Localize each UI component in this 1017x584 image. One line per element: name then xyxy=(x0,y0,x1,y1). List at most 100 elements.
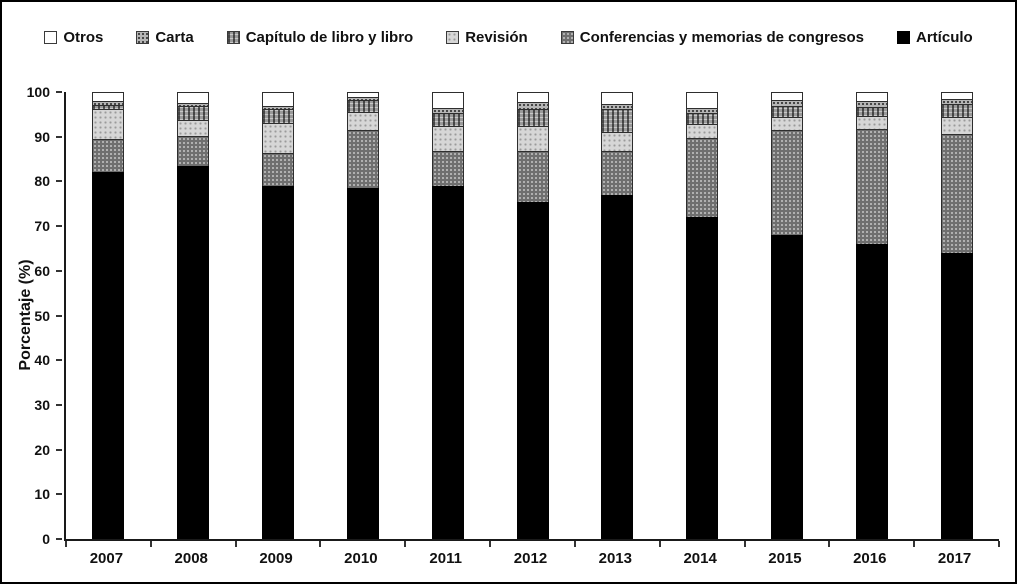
x-tick-mark xyxy=(573,541,576,547)
y-tick-mark xyxy=(56,448,62,451)
stacked-bar-2012 xyxy=(516,92,549,539)
y-tick-label: 20 xyxy=(34,441,50,458)
bar-segment xyxy=(262,109,295,123)
bar-segment xyxy=(601,150,634,195)
legend-swatch-icon xyxy=(446,30,460,44)
bar-segment xyxy=(516,201,549,539)
bar-segment xyxy=(346,188,379,539)
legend-item: Conferencias y memorias de congresos xyxy=(560,29,864,46)
bar-segment xyxy=(431,92,464,108)
bar-segment xyxy=(262,92,295,107)
bar-segment xyxy=(940,92,973,99)
bar-segment xyxy=(940,133,973,253)
bar-segment xyxy=(855,92,888,101)
stacked-bar-2013 xyxy=(601,92,634,539)
bar-segment xyxy=(770,100,803,107)
x-tick-mark xyxy=(404,541,407,547)
legend-swatch-icon xyxy=(897,30,911,44)
legend-item: Capítulo de libro y libro xyxy=(226,28,414,46)
legend-item: Carta xyxy=(136,28,194,46)
bar-segment xyxy=(431,107,464,114)
y-tick-label: 40 xyxy=(34,352,50,369)
legend-item: Artículo xyxy=(897,29,973,46)
stacked-bar-2016 xyxy=(855,92,888,539)
y-tick-label: 100 xyxy=(26,84,50,100)
legend-label: Carta xyxy=(155,28,194,46)
bar-segment xyxy=(516,125,549,152)
x-tick-label: 2013 xyxy=(598,550,632,567)
x-tick-label: 2011 xyxy=(429,550,462,567)
x-tick-mark xyxy=(743,541,746,547)
bar-segment xyxy=(686,92,719,108)
x-axis-labels: 2007 2008 2009 2010 2011 2012 2013 2014 2015 2016… xyxy=(64,550,997,574)
bar-segment xyxy=(177,92,210,103)
bar-segment xyxy=(855,100,888,107)
bar-segment xyxy=(516,92,549,102)
stacked-bar-2009 xyxy=(262,92,295,539)
x-tick-label: 2012 xyxy=(513,550,548,567)
bar-segment xyxy=(92,138,125,173)
bar-segment xyxy=(346,92,379,97)
bar-segment xyxy=(940,104,973,118)
bar-segment xyxy=(92,92,125,101)
bar-segment xyxy=(177,106,210,120)
bar-segment xyxy=(686,217,719,539)
bar-segment xyxy=(601,104,634,109)
x-tick-label: 2014 xyxy=(683,550,717,567)
stacked-bar-2010 xyxy=(346,92,379,539)
stacked-bar-2011 xyxy=(431,92,464,539)
bar-segment xyxy=(346,100,379,112)
legend-label: Revisión xyxy=(465,28,528,46)
bar-segment xyxy=(92,105,125,110)
y-tick-label: 30 xyxy=(34,396,50,413)
plot-area xyxy=(64,92,1000,547)
bar-segment xyxy=(516,101,549,110)
x-tick-label: 2009 xyxy=(259,550,293,567)
legend-label: Capítulo de libro y libro xyxy=(245,28,414,46)
legend-swatch-icon xyxy=(226,30,240,44)
stacked-bar-2014 xyxy=(686,92,719,539)
bar-segment xyxy=(177,165,210,539)
bar-segment xyxy=(855,106,888,117)
y-tick-mark xyxy=(56,135,62,138)
bar-segment xyxy=(686,107,719,114)
legend-label: Otros xyxy=(63,28,104,46)
bar-segment xyxy=(516,109,549,126)
chart-legend: Otros Carta Capítulo de libro y libro Revis… xyxy=(2,22,1015,52)
y-tick-label: 10 xyxy=(34,486,50,503)
legend-label: Artículo xyxy=(916,28,973,46)
y-tick-mark xyxy=(56,493,62,496)
stacked-bar-2008 xyxy=(177,92,210,539)
legend-item: Revisión xyxy=(446,29,528,46)
bar-segment xyxy=(346,129,379,189)
y-tick-mark xyxy=(56,314,62,317)
bar-segment xyxy=(770,129,803,236)
bar-segment xyxy=(686,113,719,125)
x-tick-mark xyxy=(319,541,322,547)
legend-swatch-icon xyxy=(44,30,58,44)
bar-segment xyxy=(346,96,379,101)
x-tick-mark xyxy=(913,541,916,547)
bar-segment xyxy=(177,102,210,107)
bar-segment xyxy=(686,124,719,138)
y-tick-label: 50 xyxy=(34,307,50,324)
x-tick-mark xyxy=(828,541,831,547)
y-tick-mark xyxy=(56,225,62,228)
y-tick-mark xyxy=(56,538,62,540)
bar-segment xyxy=(855,116,888,129)
bar-segment xyxy=(601,194,634,539)
bar-segment xyxy=(601,131,634,151)
x-tick-mark xyxy=(998,541,1000,547)
x-tick-mark xyxy=(489,541,492,547)
bar-segment xyxy=(770,235,803,539)
y-tick-mark xyxy=(56,180,62,183)
y-tick-mark xyxy=(56,91,62,93)
x-tick-mark xyxy=(65,541,67,547)
bar-segment xyxy=(92,109,125,139)
stacked-bar-2017 xyxy=(940,92,973,539)
bar-segment xyxy=(940,117,973,134)
bar-segment xyxy=(770,92,803,101)
y-axis: 0 10 20 30 40 50 60 70 80 90 100 xyxy=(2,84,62,547)
y-tick-mark xyxy=(56,403,62,406)
